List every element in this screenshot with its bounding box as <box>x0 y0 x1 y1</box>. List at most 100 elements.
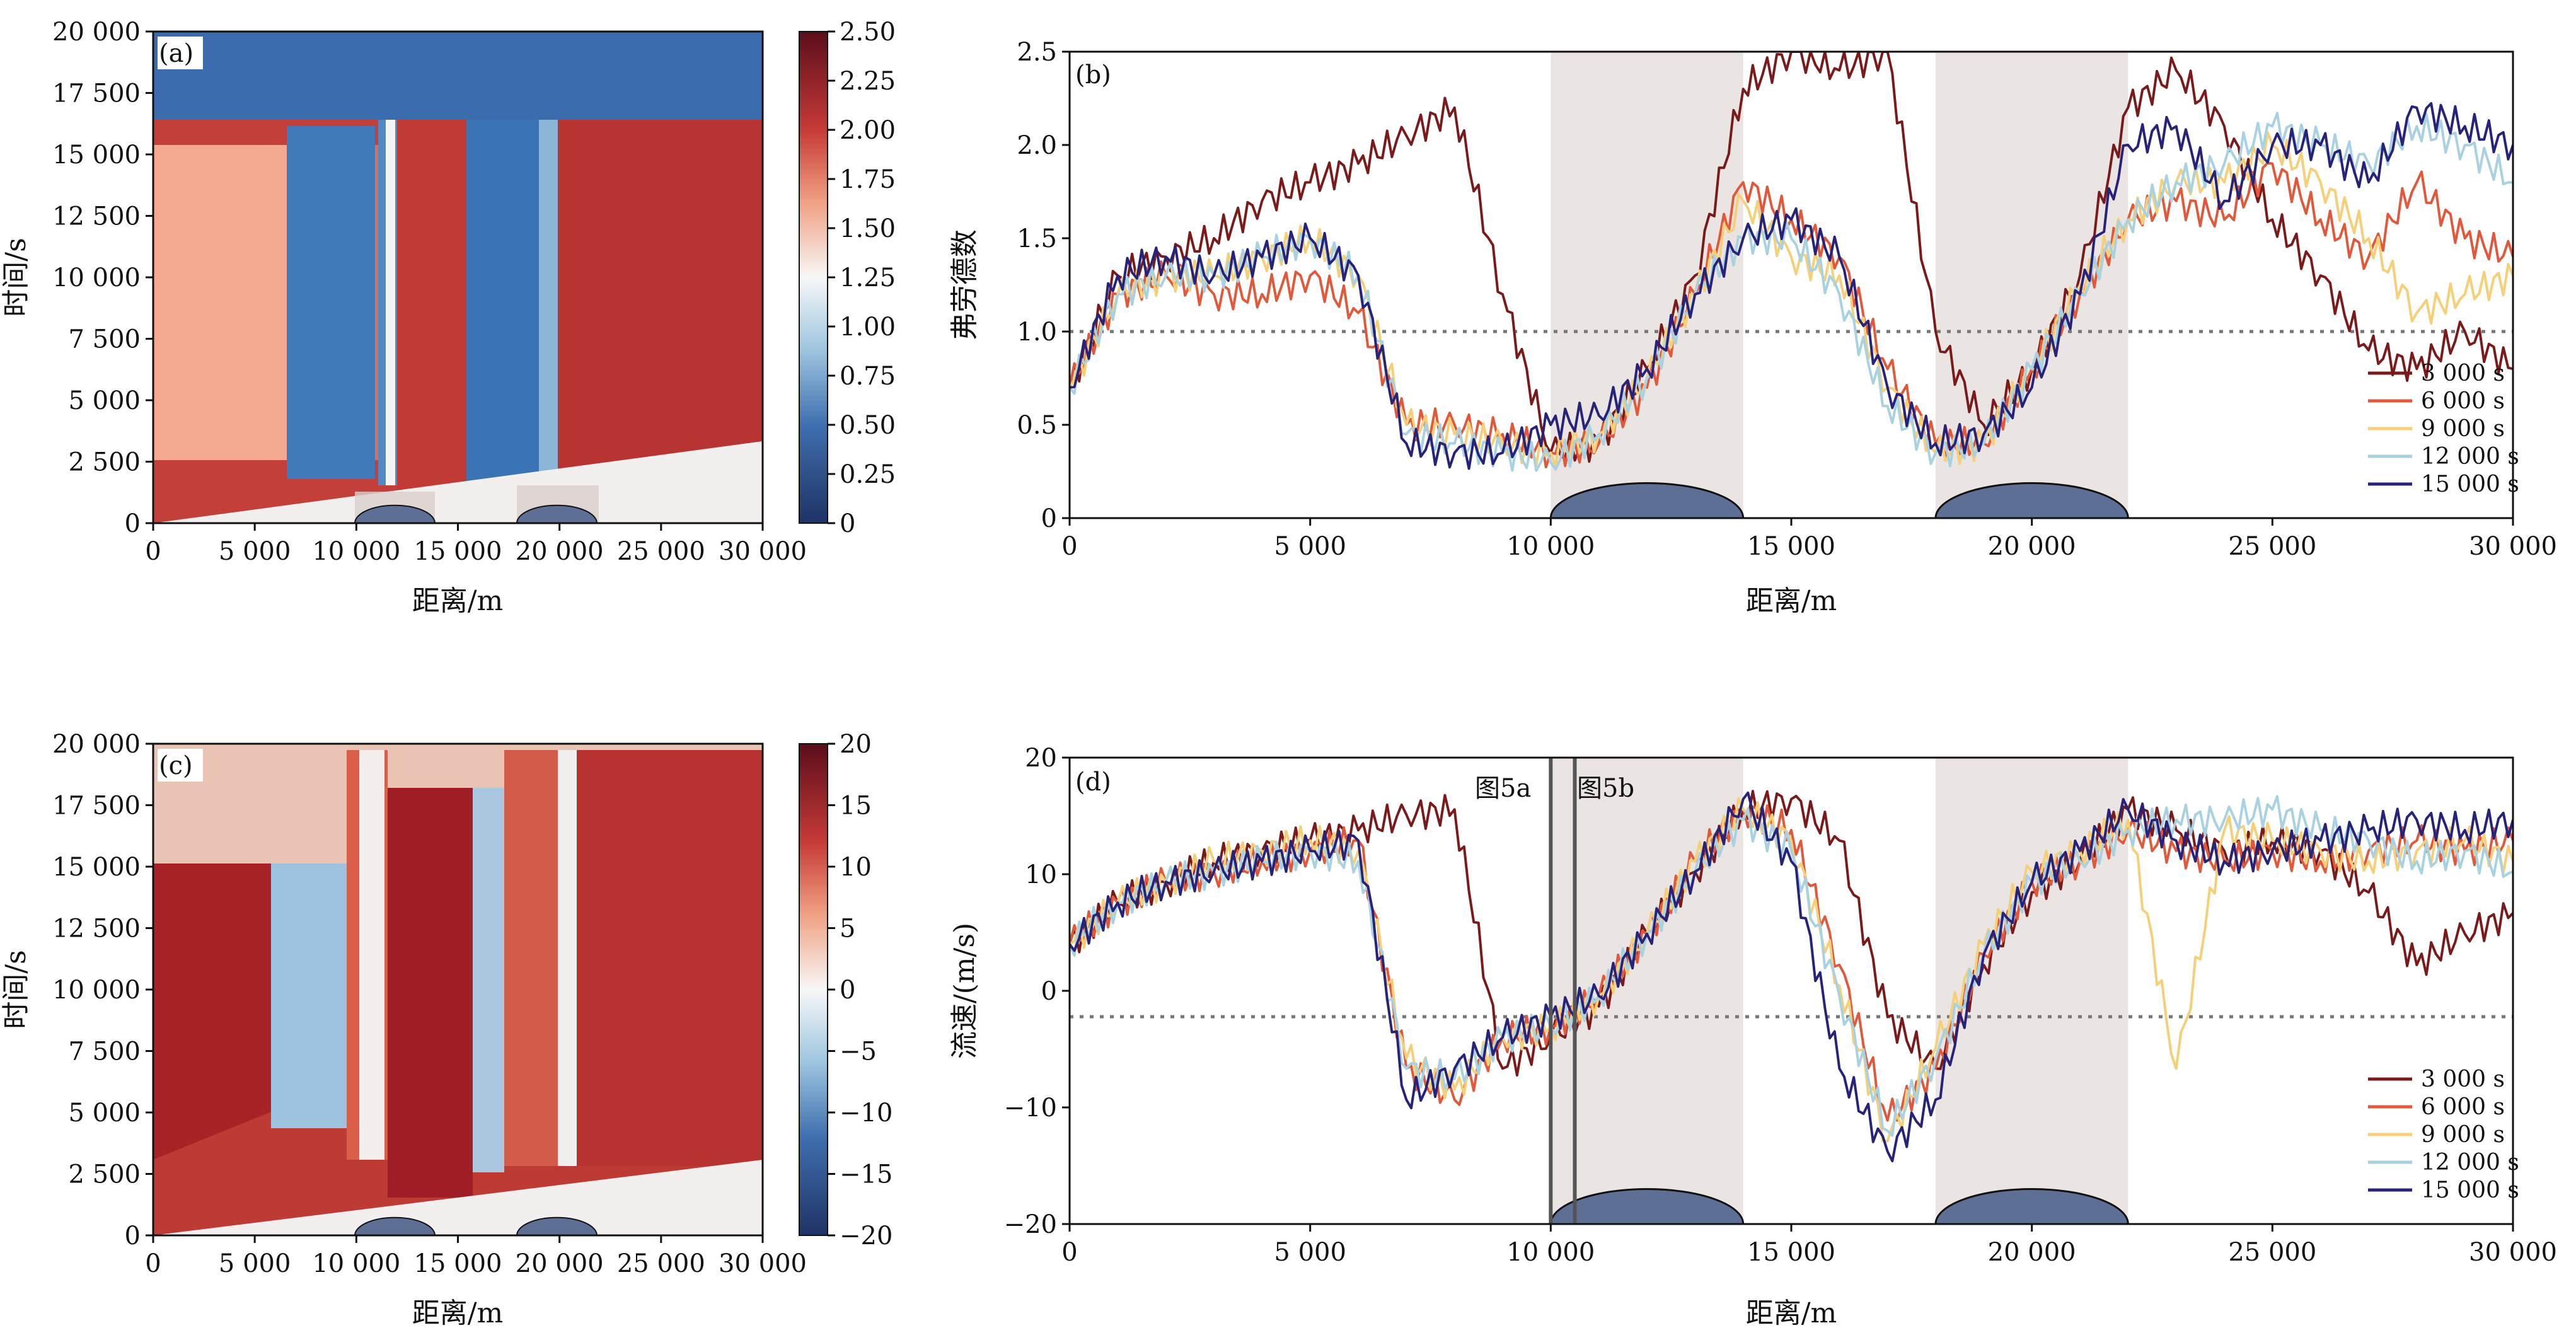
legend-label: 15 000 s <box>2421 471 2519 497</box>
mountain <box>1549 1188 1745 1224</box>
mountain-c-1 <box>354 1216 436 1235</box>
y-tick-label: 2.0 <box>1017 131 1057 160</box>
colorbar-ticks-c: −20 −15 −10 −5 0 5 10 15 20 <box>828 730 892 1250</box>
colorbar-tick-label: 5 <box>840 915 855 944</box>
y-tick-label: −10 <box>1004 1094 1057 1123</box>
x-tick-label: 30 000 <box>2469 532 2557 561</box>
y-tick-label: 7 500 <box>68 325 141 354</box>
y-tick-label: 1.0 <box>1017 318 1057 347</box>
x-tick-label: 25 000 <box>617 1249 705 1278</box>
colorbar-a <box>799 31 828 524</box>
colorbar-tick-label: 2.25 <box>840 67 896 96</box>
x-axis-label-a: 距离/m <box>412 585 504 617</box>
panel-d: (d) 图5a 图5b 0 5 000 10 000 15 000 20 000 25 0… <box>949 744 2557 1329</box>
legend-b: 3 000 s6 000 s9 000 s12 000 s15 000 s <box>2368 361 2519 497</box>
y-tick-label: 1.5 <box>1017 224 1057 253</box>
legend-label: 6 000 s <box>2421 1094 2505 1120</box>
x-tick-label: 0 <box>145 1249 161 1278</box>
colorbar-tick-label: 2.50 <box>840 18 896 47</box>
x-ticks-a: 0 5 000 10 000 15 000 20 000 25 000 30 000 <box>145 523 807 566</box>
mountain <box>1934 482 2129 518</box>
colorbar-tick-label: 20 <box>840 730 872 759</box>
x-tick-label: 5 000 <box>219 1249 291 1278</box>
y-tick-label: 10 000 <box>52 263 141 292</box>
x-tick-label: 25 000 <box>617 537 705 566</box>
x-tick-label: 5 000 <box>1274 532 1346 561</box>
y-tick-label: 17 500 <box>52 79 141 108</box>
y-axis-label-a: 时间/s <box>0 238 32 316</box>
panel-label-d: (d) <box>1075 768 1111 797</box>
heatmap-a <box>153 32 763 523</box>
colorbar-tick-label: 1.50 <box>840 214 896 243</box>
mountain-a-1 <box>354 504 436 523</box>
legend-label: 12 000 s <box>2421 1150 2519 1175</box>
legend-label: 6 000 s <box>2421 388 2505 414</box>
x-tick-label: 25 000 <box>2228 532 2316 561</box>
x-tick-label: 15 000 <box>414 537 502 566</box>
x-tick-label: 10 000 <box>312 537 400 566</box>
y-tick-label: 10 <box>1025 860 1057 889</box>
legend-label: 3 000 s <box>2421 1066 2505 1092</box>
panel-label-b: (b) <box>1075 61 1111 90</box>
x-tick-label: 5 000 <box>219 537 291 566</box>
x-tick-label: 10 000 <box>1506 532 1595 561</box>
y-tick-label: 0.5 <box>1017 411 1057 440</box>
annotation-fig5b: 图5b <box>1577 774 1634 803</box>
y-axis-label-d: 流速/(m/s) <box>949 923 981 1059</box>
x-tick-label: 30 000 <box>719 537 807 566</box>
x-tick-label: 15 000 <box>414 1249 502 1278</box>
y-tick-label: 20 000 <box>52 730 141 759</box>
x-tick-label: 10 000 <box>312 1249 400 1278</box>
series-b <box>1070 52 2513 472</box>
y-tick-label: 0 <box>125 509 141 538</box>
colorbar-ticks-a: 0 0.25 0.50 0.75 1.00 1.25 1.50 1.75 2.00 2.25 2.5… <box>828 18 896 538</box>
axes-frame-d <box>1068 756 2514 1225</box>
legend-d: 3 000 s6 000 s9 000 s12 000 s15 000 s <box>2368 1066 2519 1203</box>
x-tick-label: 0 <box>145 537 161 566</box>
colorbar-tick-label: 0.50 <box>840 411 896 440</box>
legend-label: 9 000 s <box>2421 1122 2505 1148</box>
y-tick-label: 20 000 <box>52 18 141 47</box>
colorbar-tick-label: −5 <box>840 1037 877 1066</box>
panel-label-c: (c) <box>159 751 193 780</box>
y-tick-label: 2 500 <box>68 448 141 477</box>
mountain <box>1549 482 1745 518</box>
y-tick-label: 15 000 <box>52 141 141 170</box>
x-tick-label: 15 000 <box>1747 1238 1835 1267</box>
colorbar-tick-label: 1.00 <box>840 313 896 342</box>
colorbar-tick-label: 2.00 <box>840 116 896 145</box>
y-ticks-a: 0 2 500 5 000 7 500 10 000 12 500 15 000 17 500… <box>52 18 153 538</box>
panel-a: (a) 0 5 000 10 000 15 000 20 000 25 000 30 000… <box>0 18 896 617</box>
y-ticks-d: −20 −10 0 10 20 <box>1004 744 1070 1239</box>
x-axis-label-b: 距离/m <box>1746 585 1837 617</box>
x-tick-label: 25 000 <box>2228 1238 2316 1267</box>
y-tick-label: 2.5 <box>1017 38 1057 67</box>
x-tick-label: 0 <box>1061 532 1077 561</box>
y-tick-label: 2 500 <box>68 1160 141 1189</box>
x-ticks-b: 0 5 000 10 000 15 000 20 000 25 000 30 000 <box>1061 518 2557 561</box>
x-tick-label: 20 000 <box>516 537 604 566</box>
heatmap-c <box>153 744 763 1235</box>
x-tick-label: 15 000 <box>1747 532 1835 561</box>
x-tick-label: 30 000 <box>719 1249 807 1278</box>
colorbar-tick-label: 0.25 <box>840 460 896 489</box>
shaded-regions-d <box>1551 758 2128 1224</box>
y-tick-label: 0 <box>1041 977 1057 1006</box>
y-tick-label: 5 000 <box>68 1099 141 1128</box>
panel-label-a: (a) <box>159 39 193 68</box>
x-tick-label: 20 000 <box>516 1249 604 1278</box>
colorbar-tick-label: 15 <box>840 792 872 821</box>
colorbar-tick-label: 1.75 <box>840 165 896 194</box>
colorbar-c <box>799 743 828 1236</box>
panel-b: (b) 0 5 000 10 000 15 000 20 000 25 000 30 000… <box>949 38 2557 617</box>
y-tick-label: 20 <box>1025 744 1057 773</box>
y-tick-label: 17 500 <box>52 792 141 821</box>
colorbar-tick-label: −20 <box>840 1222 892 1250</box>
y-axis-label-b: 弗劳德数 <box>949 229 981 340</box>
series-line-15-000-s <box>1070 791 2513 1163</box>
mountains-d <box>1549 1188 2129 1224</box>
y-tick-label: 12 500 <box>52 915 141 944</box>
y-ticks-c: 0 2 500 5 000 7 500 10 000 12 500 15 000 17 500… <box>52 730 153 1250</box>
legend-label: 12 000 s <box>2421 444 2519 470</box>
